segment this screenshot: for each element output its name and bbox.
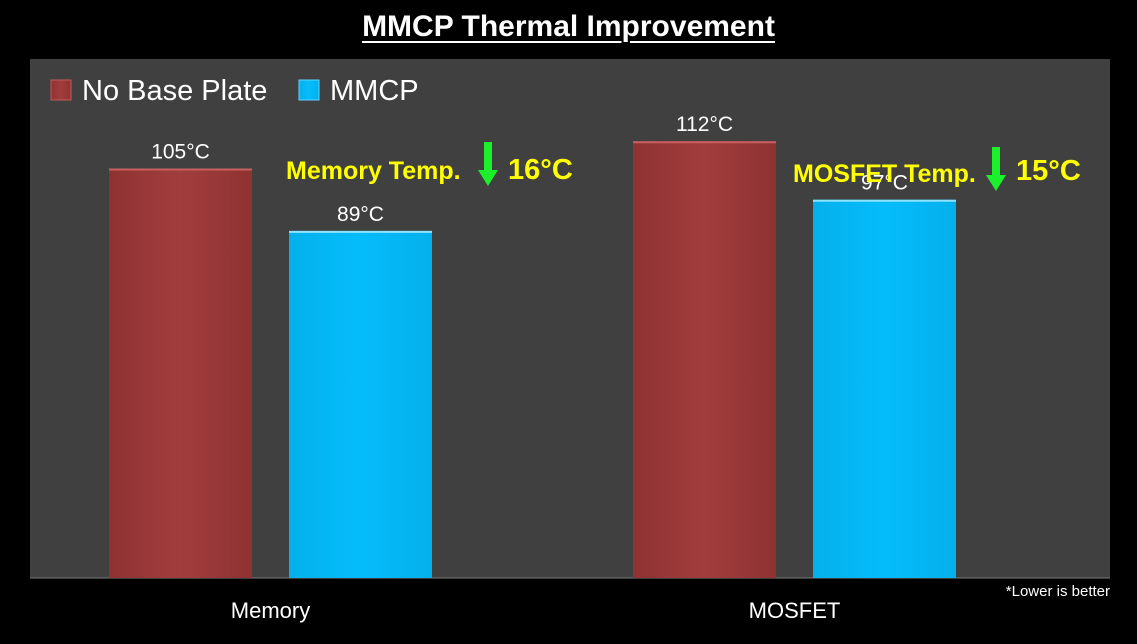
footnote: *Lower is better (1005, 583, 1110, 600)
x-tick-labels: Memory MOSFET (231, 598, 841, 623)
data-label-mmcp-memory: 89°C (337, 203, 384, 226)
x-tick-label-mosfet: MOSFET (749, 598, 841, 623)
annotation-mosfet-text: MOSFET Temp. (793, 160, 976, 188)
bars (109, 141, 956, 578)
data-label-mmcp-mosfet: 97°C (861, 172, 908, 195)
data-label-no-base-plate-memory: 105°C (151, 141, 210, 164)
x-tick-label-memory: Memory (231, 598, 310, 623)
legend-label-no-base-plate: No Base Plate (82, 75, 267, 107)
down-arrow-icon (986, 147, 1006, 191)
legend-swatch-mmcp (298, 79, 320, 101)
annotation-memory: Memory Temp. 16°C (286, 142, 573, 186)
legend: No Base Plate MMCP (50, 75, 419, 107)
data-label-no-base-plate-mosfet: 112°C (676, 113, 733, 136)
annotation-memory-value: 16°C (508, 154, 573, 186)
down-arrow-icon (478, 142, 498, 186)
annotation-mosfet-value: 15°C (1016, 155, 1081, 187)
data-labels: 105°C 89°C 112°C 97°C (151, 113, 908, 226)
bar-no-base-plate-memory (109, 168, 252, 578)
annotation-memory-text: Memory Temp. (286, 157, 461, 185)
legend-label-mmcp: MMCP (330, 75, 419, 107)
bar-mmcp-mosfet (813, 199, 956, 578)
bar-mmcp-memory (289, 230, 432, 578)
annotation-mosfet: MOSFET Temp. 15°C (793, 147, 1081, 191)
bar-no-base-plate-mosfet (633, 141, 776, 578)
legend-swatch-no-base-plate (50, 79, 72, 101)
chart-title: MMCP Thermal Improvement (362, 10, 775, 43)
